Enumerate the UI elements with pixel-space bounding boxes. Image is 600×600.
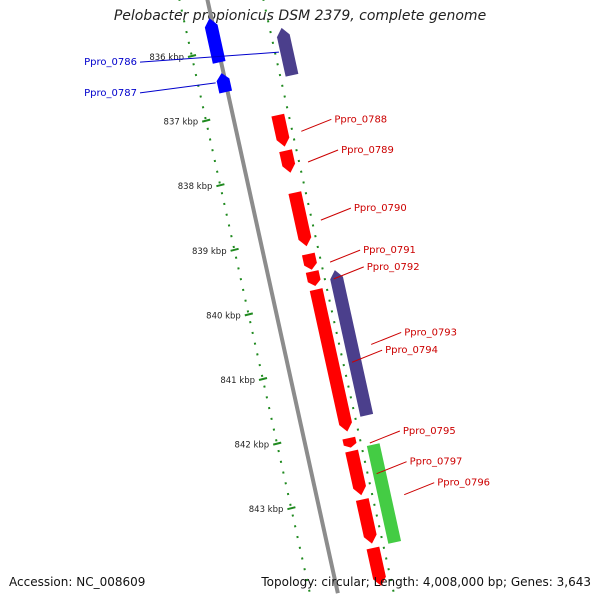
scale-tick [187,54,197,58]
label-leader-line [376,461,407,475]
feature-ppro_0787[interactable] [215,72,233,94]
scale-tick [287,506,296,511]
feature-label-ppro_0790[interactable]: Ppro_0790 [354,203,407,214]
feature-track[interactable] [203,17,402,588]
feature-ppro_0797[interactable] [345,449,367,497]
scale-tick [244,312,254,317]
feature-shape[interactable] [342,436,357,449]
feature-ppro_0790[interactable] [288,191,312,247]
scale-tick-label: 837 kbp [164,118,199,128]
scale-tick [258,377,268,381]
feature-label-ppro_0797[interactable]: Ppro_0797 [410,457,463,468]
feature-shape[interactable] [215,72,233,94]
feature-shape[interactable] [309,288,354,433]
label-leader-line [333,266,364,280]
feature-shape[interactable] [288,191,312,247]
label-leader-line [351,349,383,363]
feature-label-ppro_0788[interactable]: Ppro_0788 [334,114,387,125]
scale-tick-label: 841 kbp [220,376,255,386]
feature-ppro_0797b[interactable] [355,498,378,545]
feature-label-ppro_0789[interactable]: Ppro_0789 [341,145,394,156]
dotted-track-left [178,0,311,594]
feature-ppro_0793[interactable] [329,269,374,417]
label-leader-line [139,82,216,94]
feature-label-ppro_0796[interactable]: Ppro_0796 [437,478,490,489]
feature-label-ppro_0786[interactable]: Ppro_0786 [84,57,137,68]
scale-tick-label: 838 kbp [178,182,213,192]
feature-label-ppro_0794[interactable]: Ppro_0794 [385,345,438,356]
feature-shape[interactable] [301,252,318,272]
scale-ticks: 836 kbp 837 kbp 838 kbp 839 kbp 840 kbp 841 k… [149,53,296,515]
feature-shape[interactable] [279,149,297,174]
feature-shape[interactable] [366,443,402,544]
feature-shape[interactable] [329,269,374,417]
backbone-line [205,0,340,594]
feature-shape[interactable] [275,27,299,77]
feature-labels[interactable]: Ppro_0786 Ppro_0787 Ppro_0788 Ppro_0789 Ppro… [84,51,490,496]
scale-tick-label: 836 kbp [149,53,184,63]
feature-shape[interactable] [305,270,322,287]
scale-tick-label: 843 kbp [249,505,284,515]
feature-ppro_0786[interactable] [275,27,299,77]
label-leader-line [369,430,401,444]
feature-label-ppro_0792[interactable]: Ppro_0792 [367,262,420,273]
feature-label-ppro_0791[interactable]: Ppro_0791 [363,245,416,256]
feature-label-ppro_0793[interactable]: Ppro_0793 [404,327,457,338]
genome-backbone [205,0,340,594]
accession-text: Accession: NC_008609 [9,575,146,589]
label-leader-line [301,118,332,132]
tick-dot-tracks [178,0,395,594]
scale-tick [272,441,282,446]
label-leader-line [371,332,402,345]
scale-tick-label: 840 kbp [206,311,241,321]
genome-info-text: Topology: circular; Length: 4,008,000 bp… [261,575,591,589]
feature-label-ppro_0787[interactable]: Ppro_0787 [84,88,137,99]
label-leader-line [139,51,279,63]
feature-ppro_0795[interactable] [342,436,357,449]
feature-ppro_0796[interactable] [366,443,402,544]
feature-ppro_0786b[interactable] [203,17,226,64]
label-leader-line [404,482,435,496]
dotted-track-right [262,0,395,594]
label-leader-line [320,207,352,221]
map-title: Pelobacter propionicus DSM 2379, complet… [113,8,487,24]
feature-ppro_0794[interactable] [309,288,354,433]
feature-shape[interactable] [271,113,291,148]
feature-ppro_0792[interactable] [305,270,322,287]
feature-ppro_0789[interactable] [279,149,297,174]
scale-tick [230,247,239,252]
feature-shape[interactable] [366,546,388,588]
feature-label-ppro_0795[interactable]: Ppro_0795 [403,426,456,437]
scale-tick-label: 842 kbp [235,441,270,451]
feature-shape[interactable] [345,449,367,497]
scale-tick [201,118,211,123]
feature-shape[interactable] [203,17,226,64]
feature-ppro_0798[interactable] [366,546,388,588]
label-leader-line [329,249,361,263]
feature-ppro_0788[interactable] [271,113,291,148]
feature-ppro_0791[interactable] [301,252,318,272]
feature-shape[interactable] [355,498,378,545]
label-leader-line [307,149,339,163]
scale-tick [216,183,225,188]
scale-tick-label: 839 kbp [192,247,227,257]
